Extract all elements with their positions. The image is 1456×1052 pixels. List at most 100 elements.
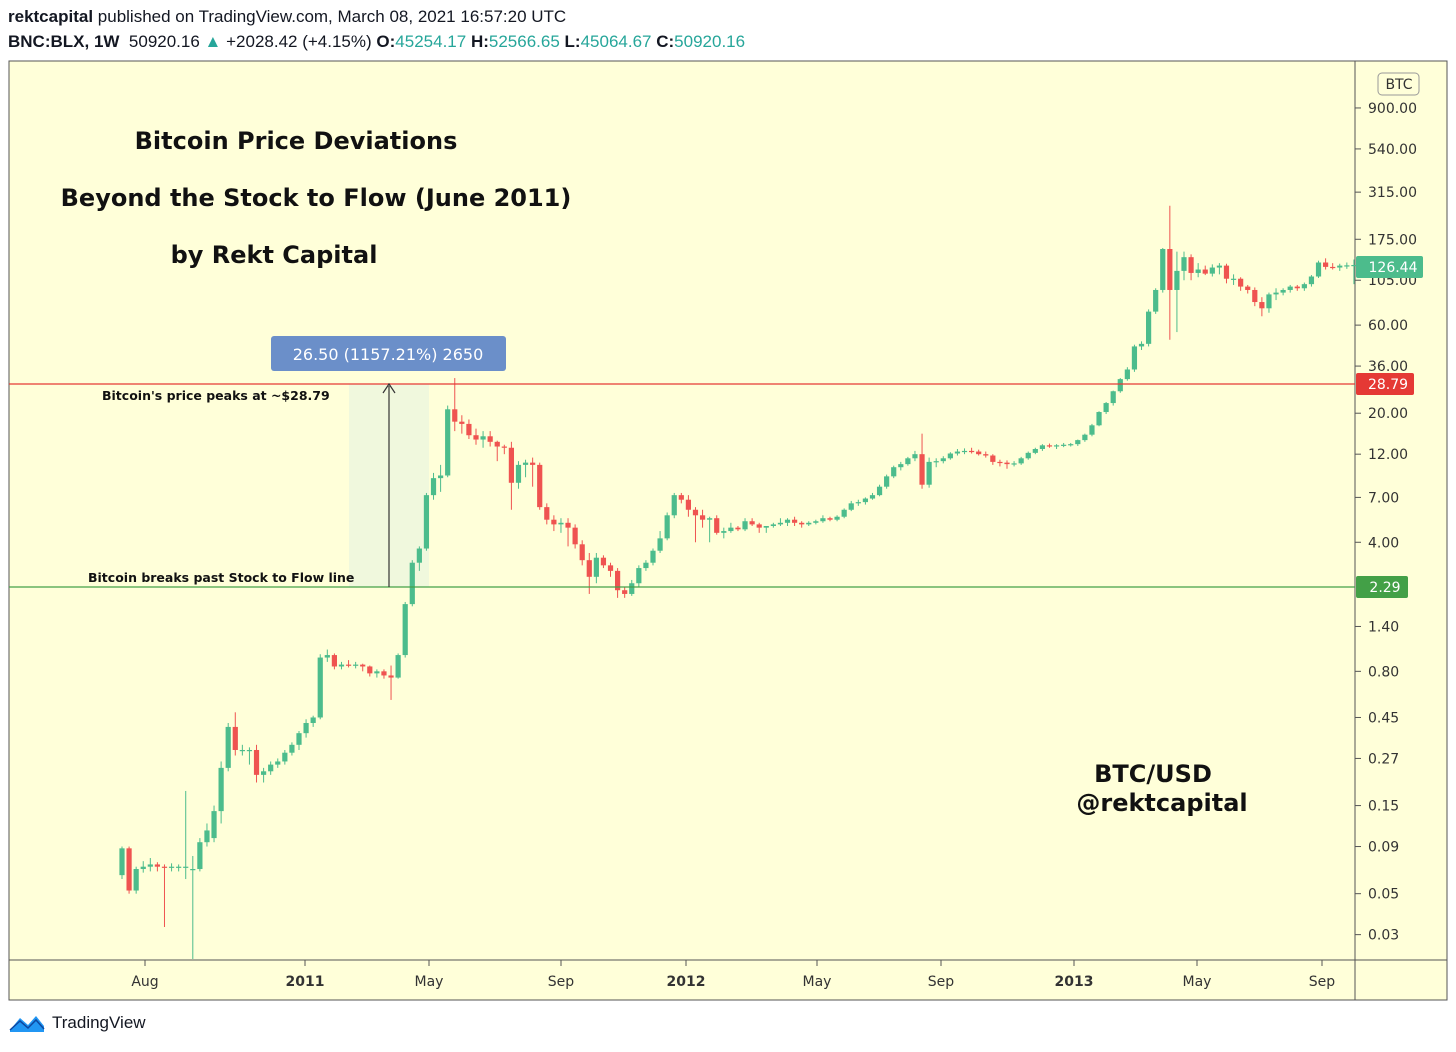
candle xyxy=(855,499,861,506)
candle xyxy=(685,495,691,517)
candle xyxy=(784,518,791,527)
price-tick-label: 900.00 xyxy=(1368,101,1417,117)
candle xyxy=(1294,284,1300,291)
candle-body xyxy=(1011,463,1017,465)
candle-body xyxy=(940,458,946,462)
candle-body xyxy=(1351,264,1357,267)
candle xyxy=(1138,341,1145,350)
candle-body xyxy=(1330,266,1336,269)
candle-body xyxy=(876,486,883,496)
publish-info: published on TradingView.com, March 08, … xyxy=(97,7,567,26)
candle xyxy=(799,521,805,528)
candle-body xyxy=(629,583,635,594)
close-label: C: xyxy=(656,32,675,51)
candle xyxy=(1209,264,1215,277)
candle xyxy=(869,492,876,500)
candle-body xyxy=(530,462,536,465)
candle xyxy=(183,790,189,880)
candle-body xyxy=(593,557,599,577)
candle-body xyxy=(636,568,642,584)
candle-body xyxy=(1032,449,1038,453)
candle xyxy=(168,863,175,872)
candle xyxy=(395,653,401,679)
candle xyxy=(1315,260,1322,278)
candle-body xyxy=(947,453,953,459)
candle xyxy=(1046,443,1053,448)
candle xyxy=(792,516,798,527)
candle xyxy=(1124,367,1130,381)
price-tick-label: 7.00 xyxy=(1368,490,1399,506)
currency-badge[interactable] xyxy=(1377,72,1420,96)
candle-body xyxy=(381,671,387,676)
candle-body xyxy=(459,421,465,424)
price-tick-label: 315.00 xyxy=(1368,185,1417,201)
candle xyxy=(954,449,961,456)
time-tick-label: Sep xyxy=(1309,974,1336,990)
price-axis[interactable]: 900.00540.00315.00175.00105.0060.0036.00… xyxy=(1355,101,1417,944)
time-axis[interactable]: Aug 2011 May Sep 2012 May Sep 2013 May Sep xyxy=(131,960,1335,990)
candle-body xyxy=(650,550,656,563)
candle-body xyxy=(1294,286,1300,289)
chart-title: Bitcoin Price Deviations xyxy=(135,127,458,155)
candle xyxy=(261,767,267,783)
candle-body xyxy=(374,671,380,674)
candle xyxy=(119,846,125,880)
candle xyxy=(721,527,727,539)
candle xyxy=(593,552,599,584)
candle-body xyxy=(473,435,479,440)
candle-body xyxy=(501,446,507,448)
candle-body xyxy=(324,655,330,658)
candle xyxy=(1068,442,1074,447)
candle-body xyxy=(1089,425,1095,435)
candle-body xyxy=(1110,391,1116,404)
candle-body xyxy=(1039,445,1045,450)
up-arrow-icon: ▲ xyxy=(204,32,222,51)
candle-body xyxy=(1181,257,1187,271)
candle xyxy=(140,861,146,873)
candle xyxy=(898,461,904,471)
candle xyxy=(1117,378,1123,393)
candle xyxy=(1287,284,1293,293)
candle-body xyxy=(445,409,451,476)
candle xyxy=(1089,423,1095,437)
candle-body xyxy=(678,495,684,500)
candle-body xyxy=(813,521,819,523)
candle xyxy=(1053,444,1060,450)
candle-body xyxy=(1046,445,1053,447)
candle-body xyxy=(1216,265,1222,268)
candle-body xyxy=(1315,262,1322,277)
candle-body xyxy=(834,516,840,520)
candle xyxy=(232,712,238,756)
candle xyxy=(728,522,734,533)
candle xyxy=(126,846,132,894)
candle-body xyxy=(862,498,868,503)
candle-body xyxy=(763,526,769,528)
tradingview-footer[interactable]: TradingView xyxy=(8,1012,146,1034)
candle-body xyxy=(784,519,791,523)
candle-body xyxy=(480,436,486,440)
candle xyxy=(331,653,337,670)
candle xyxy=(218,761,224,824)
candle xyxy=(664,512,670,541)
candle-body xyxy=(622,590,628,594)
candle xyxy=(430,472,437,500)
candle xyxy=(508,441,514,510)
candle xyxy=(367,665,373,677)
candle xyxy=(692,507,699,543)
candle-body xyxy=(756,524,762,528)
candle xyxy=(1252,287,1258,307)
candle-body xyxy=(912,454,918,459)
last-price-tag xyxy=(1356,256,1423,278)
candle xyxy=(1188,254,1194,281)
candle-body xyxy=(1138,343,1145,347)
candle-body xyxy=(416,548,422,563)
price-tick-label: 0.03 xyxy=(1368,928,1399,944)
candle-body xyxy=(1061,444,1067,446)
candle-body xyxy=(218,767,224,812)
candle xyxy=(1131,344,1138,372)
candle xyxy=(1337,263,1343,271)
candle-body xyxy=(133,869,139,891)
candle xyxy=(1011,461,1017,467)
candle xyxy=(353,661,359,669)
